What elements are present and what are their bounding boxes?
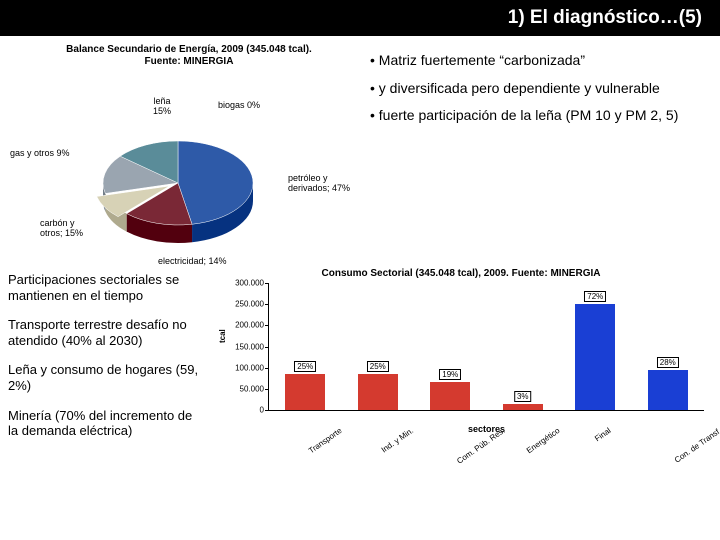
bar-0 xyxy=(285,374,325,410)
bullets-section: • Matriz fuertemente “carbonizada” • y d… xyxy=(370,36,710,268)
bar-1 xyxy=(358,374,398,410)
bar-chart: tcal sectores 25%25%19%3%72%28% 050.0001… xyxy=(210,283,712,443)
bar-pct-5: 28% xyxy=(657,357,679,368)
bar-ytick: 250.000 xyxy=(210,300,264,309)
bar-pct-0: 25% xyxy=(294,361,316,372)
slide-title: 1) El diagnóstico…(5) xyxy=(508,7,702,29)
pie-label-lena: leña 15% xyxy=(153,96,171,116)
bar-plot-area: sectores 25%25%19%3%72%28% xyxy=(268,283,704,411)
pie-label-petroleo: petróleo y derivados; 47% xyxy=(288,173,350,193)
bar-xlabel-4: Final xyxy=(593,426,612,443)
pie-svg xyxy=(8,68,378,268)
bar-ytick: 0 xyxy=(210,406,264,415)
bar-pct-2: 19% xyxy=(439,369,461,380)
bullet-1: • Matriz fuertemente “carbonizada” xyxy=(370,52,702,70)
slide-header: 1) El diagnóstico…(5) xyxy=(0,0,720,36)
bullet-3: • fuerte participación de la leña (PM 10… xyxy=(370,107,702,125)
note-1: Participaciones sectoriales se mantienen… xyxy=(8,272,202,303)
bar-5 xyxy=(648,370,688,410)
bar-ytick: 200.000 xyxy=(210,321,264,330)
bar-pct-3: 3% xyxy=(514,391,532,402)
bar-pct-1: 25% xyxy=(367,361,389,372)
note-3: Leña y consumo de hogares (59, 2%) xyxy=(8,362,202,393)
pie-title: Balance Secundario de Energía, 2009 (345… xyxy=(8,44,370,68)
bar-xlabel-3: Energético xyxy=(525,426,561,455)
pie-chart: leña 15% biogas 0% gas y otros 9% carbón… xyxy=(8,68,370,268)
note-2: Transporte terrestre desafío no atendido… xyxy=(8,317,202,348)
bar-4 xyxy=(575,304,615,410)
pie-label-gasotros: gas y otros 9% xyxy=(10,148,70,158)
bar-ylabel: tcal xyxy=(218,329,227,343)
bar-title: Consumo Sectorial (345.048 tcal), 2009. … xyxy=(210,268,712,279)
bar-xlabel-0: Transporte xyxy=(307,426,344,455)
bar-ytick: 300.000 xyxy=(210,279,264,288)
pie-label-carbon: carbón y otros; 15% xyxy=(40,218,83,238)
bar-ytick: 100.000 xyxy=(210,363,264,372)
pie-label-biogas: biogas 0% xyxy=(218,100,260,110)
notes-section: Participaciones sectoriales se mantienen… xyxy=(0,268,210,453)
bar-pct-4: 72% xyxy=(584,291,606,302)
bar-section: Consumo Sectorial (345.048 tcal), 2009. … xyxy=(210,268,720,453)
bar-2 xyxy=(430,382,470,410)
pie-label-elec: electricidad; 14% xyxy=(158,256,227,266)
bar-ytick: 50.000 xyxy=(210,384,264,393)
bar-3 xyxy=(503,404,543,410)
bar-ytick: 150.000 xyxy=(210,342,264,351)
bullet-2: • y diversificada pero dependiente y vul… xyxy=(370,80,702,98)
bar-xlabel-1: Ind. y Min. xyxy=(379,426,414,455)
bar-xlabel-5: Con. de Transf. xyxy=(673,426,720,465)
pie-section: Balance Secundario de Energía, 2009 (345… xyxy=(0,36,370,268)
note-4: Minería (70% del incremento de la demand… xyxy=(8,408,202,439)
